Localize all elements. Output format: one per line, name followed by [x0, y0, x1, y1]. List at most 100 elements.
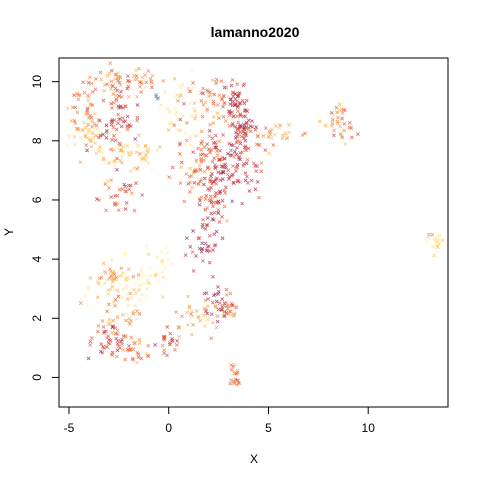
data-point — [88, 276, 93, 280]
data-point — [200, 241, 205, 246]
data-point — [167, 109, 172, 114]
data-point — [230, 77, 235, 82]
data-point — [201, 313, 206, 318]
data-point — [101, 156, 106, 160]
data-point — [200, 258, 205, 263]
data-point — [113, 288, 117, 293]
data-point — [137, 337, 142, 342]
data-point — [142, 281, 146, 286]
data-point — [163, 90, 167, 95]
data-point — [96, 324, 101, 328]
data-point — [206, 147, 211, 152]
data-point — [220, 177, 225, 181]
data-point — [213, 133, 218, 138]
data-point — [111, 125, 116, 130]
data-point — [128, 183, 133, 188]
data-point — [229, 363, 234, 367]
data-point — [196, 181, 201, 186]
data-point — [248, 129, 253, 134]
data-point — [245, 157, 250, 162]
data-point — [201, 91, 205, 96]
data-point — [197, 246, 202, 251]
data-point — [73, 121, 78, 126]
data-point — [119, 154, 124, 159]
data-point — [212, 243, 217, 248]
data-point — [97, 276, 102, 281]
data-point — [223, 119, 228, 123]
data-point — [349, 135, 354, 140]
data-point — [300, 133, 305, 137]
data-point — [116, 71, 121, 76]
data-point — [241, 162, 246, 166]
data-point — [216, 102, 221, 107]
data-point — [84, 143, 89, 148]
data-point — [111, 277, 115, 281]
data-point — [339, 116, 344, 121]
data-point — [120, 312, 125, 317]
data-point — [190, 69, 194, 74]
data-point — [135, 103, 140, 107]
data-point — [119, 95, 124, 99]
data-point — [109, 68, 114, 73]
data-point — [242, 145, 247, 150]
data-point — [228, 291, 233, 296]
data-point — [247, 189, 252, 193]
data-point — [184, 310, 189, 315]
data-point — [205, 317, 210, 322]
data-point — [148, 274, 153, 278]
data-point — [199, 141, 203, 146]
data-point — [231, 181, 236, 186]
data-point — [107, 161, 111, 165]
data-point — [115, 288, 120, 293]
data-point — [209, 312, 214, 317]
data-point — [155, 97, 160, 101]
data-point — [242, 134, 246, 138]
data-point — [176, 98, 180, 103]
data-point — [196, 146, 200, 151]
data-point — [92, 111, 97, 116]
data-point — [211, 101, 216, 106]
data-point — [215, 111, 220, 116]
data-point — [208, 122, 212, 127]
data-point — [153, 342, 158, 347]
data-point — [88, 339, 93, 344]
data-point — [224, 300, 229, 305]
data-point — [231, 364, 236, 369]
data-point — [257, 143, 262, 147]
data-point — [191, 80, 195, 85]
data-point — [228, 309, 232, 314]
data-point — [204, 291, 209, 295]
data-point — [431, 244, 435, 249]
data-point — [122, 270, 127, 275]
data-point — [91, 127, 96, 132]
data-point — [278, 123, 283, 128]
data-point — [238, 150, 243, 155]
data-point — [194, 167, 198, 172]
data-point — [184, 138, 189, 143]
data-point — [128, 169, 133, 174]
data-point — [336, 100, 341, 105]
data-point — [220, 155, 225, 160]
data-point — [110, 137, 114, 142]
data-point — [201, 86, 205, 91]
data-point — [101, 132, 105, 137]
data-point — [227, 174, 232, 179]
data-point — [219, 157, 224, 162]
data-point — [165, 325, 170, 329]
data-point — [111, 318, 115, 323]
data-point — [95, 197, 99, 201]
data-point — [134, 317, 139, 321]
data-point — [107, 317, 112, 322]
data-point — [116, 208, 121, 213]
data-point — [187, 304, 192, 309]
data-point — [82, 90, 87, 95]
data-point — [194, 160, 199, 164]
data-point — [203, 227, 208, 231]
data-point — [221, 114, 226, 119]
data-point — [253, 127, 258, 132]
data-point — [425, 239, 429, 244]
data-point — [196, 314, 201, 319]
data-point — [111, 92, 116, 96]
data-point — [186, 323, 190, 327]
